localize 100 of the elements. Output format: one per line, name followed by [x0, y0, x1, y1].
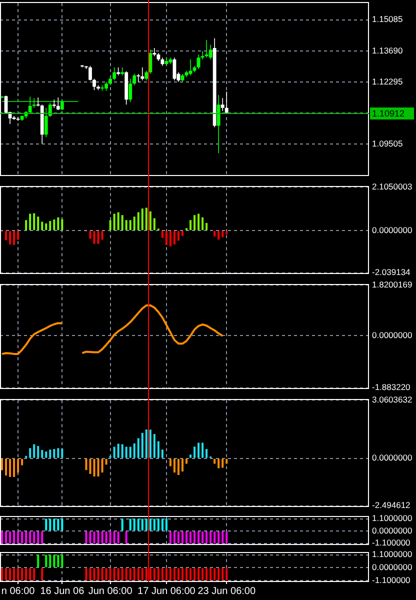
bar [33, 444, 36, 458]
y-tick-label: -1.883220 [372, 382, 411, 392]
bar [89, 458, 92, 474]
candlestick [52, 100, 56, 108]
bar [117, 212, 120, 230]
bar [101, 458, 104, 472]
bar [9, 458, 12, 478]
y-tick-label: -1.100000 [372, 574, 411, 585]
bar [190, 220, 192, 230]
bar [214, 231, 216, 236]
bar [45, 452, 48, 458]
bar [37, 216, 40, 230]
bar [173, 458, 176, 472]
candlestick [204, 40, 208, 58]
candlestick [136, 74, 140, 82]
bar [109, 220, 112, 230]
bar [125, 446, 128, 458]
bar [13, 458, 16, 478]
y-tick-label: 1.09505 [372, 138, 403, 148]
bar [202, 442, 204, 458]
bar [57, 448, 60, 458]
y-tick-label: 1.8200169 [372, 279, 412, 290]
bar [41, 450, 44, 458]
bar [226, 458, 228, 464]
bar [97, 231, 100, 244]
y-tick-label: 0.0000000 [372, 452, 412, 463]
y-tick-label: -2.039134 [372, 267, 411, 278]
bar [113, 446, 116, 458]
bar [113, 214, 116, 230]
bar [17, 231, 20, 240]
bar [61, 448, 64, 458]
bar [153, 218, 156, 230]
bar [202, 217, 204, 230]
bar [29, 214, 32, 230]
bar [9, 231, 12, 244]
bar [1, 458, 4, 470]
bar [49, 450, 52, 458]
bar [218, 231, 220, 240]
bar [61, 219, 64, 230]
bar [177, 231, 180, 241]
candlestick [224, 92, 228, 114]
bar [53, 220, 56, 230]
bar [198, 214, 200, 230]
bar [149, 211, 152, 230]
bar [97, 458, 100, 476]
y-tick-label: -1.100000 [372, 538, 411, 548]
bar [101, 231, 104, 240]
bar [37, 446, 40, 458]
x-tick-label: Jun 06:00 [88, 586, 133, 597]
bar [93, 231, 96, 244]
bar [57, 217, 60, 230]
candlestick [152, 48, 156, 56]
bar [218, 458, 220, 468]
bar [45, 223, 48, 230]
bar [206, 223, 208, 230]
y-tick-label: 3.0603632 [372, 394, 412, 404]
bar [93, 458, 96, 476]
bar [194, 215, 196, 230]
bar [125, 220, 128, 230]
bar [141, 208, 144, 230]
y-tick-label: 1.13690 [372, 45, 403, 56]
bar [177, 458, 180, 475]
bar [133, 216, 136, 230]
bar [29, 448, 32, 458]
bar [222, 231, 224, 238]
bar [198, 442, 200, 458]
y-tick-label: 1.1000000 [372, 513, 412, 524]
bar [53, 449, 56, 458]
bar [105, 458, 108, 465]
bar [41, 222, 44, 230]
bar [129, 220, 132, 230]
bar [25, 220, 28, 230]
y-tick-label: 0.0000000 [372, 562, 412, 572]
bar [153, 434, 156, 458]
bar [145, 208, 148, 230]
bar [173, 231, 176, 244]
y-tick-label: 1.1000000 [372, 549, 412, 560]
bar [17, 458, 20, 472]
ref-line-label: 1.10912 [372, 108, 405, 118]
bar [226, 231, 228, 234]
bar [186, 458, 188, 464]
candlestick [140, 67, 144, 80]
bar [222, 458, 224, 468]
bar [33, 213, 36, 230]
bar [5, 458, 8, 476]
bar [194, 446, 196, 458]
y-tick-label: -2.494612 [372, 500, 411, 510]
y-tick-label: 0.0000000 [372, 525, 412, 536]
bar [181, 458, 184, 472]
bar [161, 231, 164, 238]
bar [117, 444, 120, 458]
bar [190, 454, 192, 458]
bar [169, 458, 172, 466]
bar [121, 215, 124, 230]
x-tick-label: n 06:00 [1, 586, 36, 597]
bar [21, 458, 24, 466]
x-tick-label: 16 Jun 06 [40, 586, 85, 597]
bar [129, 446, 132, 458]
bar [5, 231, 8, 240]
bar [49, 220, 52, 230]
